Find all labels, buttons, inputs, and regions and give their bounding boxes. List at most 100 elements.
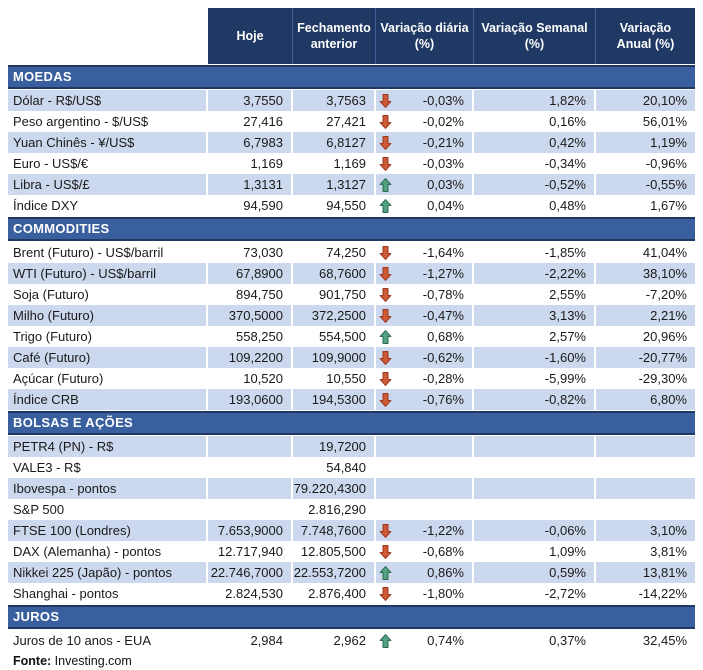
cell-hoje: 73,030 <box>208 242 293 263</box>
cell-hoje: 3,7550 <box>208 90 293 111</box>
cell-hoje: 7.653,9000 <box>208 520 293 541</box>
cell-variacao-semanal <box>474 457 596 478</box>
cell-variacao-semanal: 1,82% <box>474 90 596 111</box>
cell-fechamento-anterior: 1,169 <box>293 153 376 174</box>
cell-variacao-diaria <box>376 436 474 457</box>
cell-hoje <box>208 499 293 520</box>
cell-variacao-semanal <box>474 436 596 457</box>
cell-variacao-diaria: -0,76% <box>376 389 474 410</box>
table-row: Milho (Futuro) 370,5000 372,2500 -0,47% 3,13… <box>8 305 703 326</box>
source-label: Fonte: <box>13 654 52 668</box>
variacao-diaria-value: -1,22% <box>422 523 464 538</box>
row-label: Yuan Chinês - ¥/US$ <box>8 132 208 153</box>
cell-hoje: 558,250 <box>208 326 293 347</box>
table-row: Libra - US$/£ 1,3131 1,3127 0,03% -0,52% -0,5… <box>8 174 703 195</box>
table-row: Dólar - R$/US$ 3,7550 3,7563 -0,03% 1,82% 20,… <box>8 90 703 111</box>
down-arrow-icon <box>379 544 392 559</box>
table-row: Ibovespa - pontos 79.220,4300 <box>8 478 703 499</box>
cell-fechamento-anterior: 22.553,7200 <box>293 562 376 583</box>
column-header-variacao-diaria: Variação diária (%) <box>376 8 474 64</box>
row-label: Peso argentino - $/US$ <box>8 111 208 132</box>
column-header-variacao-anual: Variação Anual (%) <box>596 8 695 64</box>
cell-variacao-diaria: -0,03% <box>376 90 474 111</box>
cell-variacao-diaria: -0,47% <box>376 305 474 326</box>
cell-fechamento-anterior: 1,3127 <box>293 174 376 195</box>
cell-hoje: 22.746,7000 <box>208 562 293 583</box>
cell-variacao-diaria: -0,21% <box>376 132 474 153</box>
cell-variacao-semanal: 0,37% <box>474 630 596 651</box>
table-row: DAX (Alemanha) - pontos 12.717,940 12.805,… <box>8 541 703 562</box>
cell-variacao-diaria: 0,68% <box>376 326 474 347</box>
row-label: FTSE 100 (Londres) <box>8 520 208 541</box>
cell-variacao-semanal: -0,82% <box>474 389 596 410</box>
variacao-diaria-value: -0,28% <box>422 371 464 386</box>
cell-variacao-anual: 13,81% <box>596 562 695 583</box>
row-label: DAX (Alemanha) - pontos <box>8 541 208 562</box>
section-header-moedas: MOEDAS <box>8 65 695 89</box>
table-row: FTSE 100 (Londres) 7.653,9000 7.748,7600 -1… <box>8 520 703 541</box>
cell-variacao-anual: 6,80% <box>596 389 695 410</box>
cell-fechamento-anterior: 3,7563 <box>293 90 376 111</box>
cell-variacao-diaria: -1,64% <box>376 242 474 263</box>
cell-variacao-semanal: -5,99% <box>474 368 596 389</box>
table-row: PETR4 (PN) - R$ 19,7200 <box>8 436 703 457</box>
table-row: Café (Futuro) 109,2200 109,9000 -0,62% -1,60… <box>8 347 703 368</box>
variacao-diaria-value: -1,80% <box>422 586 464 601</box>
cell-variacao-semanal: -1,60% <box>474 347 596 368</box>
cell-variacao-anual: 1,19% <box>596 132 695 153</box>
cell-variacao-anual: 3,10% <box>596 520 695 541</box>
row-label: Dólar - R$/US$ <box>8 90 208 111</box>
column-header-hoje: Hoje <box>208 8 293 64</box>
cell-variacao-diaria: -0,62% <box>376 347 474 368</box>
cell-fechamento-anterior: 6,8127 <box>293 132 376 153</box>
cell-variacao-diaria: -0,03% <box>376 153 474 174</box>
down-arrow-icon <box>379 392 392 407</box>
cell-variacao-semanal: -0,06% <box>474 520 596 541</box>
cell-variacao-anual: 2,21% <box>596 305 695 326</box>
cell-variacao-diaria: -1,27% <box>376 263 474 284</box>
cell-hoje: 6,7983 <box>208 132 293 153</box>
cell-hoje: 2.824,530 <box>208 583 293 604</box>
source-value: Investing.com <box>51 654 132 668</box>
cell-hoje <box>208 478 293 499</box>
row-label: Soja (Futuro) <box>8 284 208 305</box>
cell-variacao-anual: 20,96% <box>596 326 695 347</box>
row-label: PETR4 (PN) - R$ <box>8 436 208 457</box>
row-label: VALE3 - R$ <box>8 457 208 478</box>
down-arrow-icon <box>379 586 392 601</box>
cell-variacao-anual: -7,20% <box>596 284 695 305</box>
cell-fechamento-anterior: 372,2500 <box>293 305 376 326</box>
cell-fechamento-anterior: 74,250 <box>293 242 376 263</box>
variacao-diaria-value: 0,68% <box>427 329 464 344</box>
section-header-bolsas-e-acoes: BOLSAS E AÇÕES <box>8 411 695 435</box>
cell-variacao-anual: 3,81% <box>596 541 695 562</box>
cell-hoje: 894,750 <box>208 284 293 305</box>
variacao-diaria-value: 0,03% <box>427 177 464 192</box>
down-arrow-icon <box>379 135 392 150</box>
cell-fechamento-anterior: 194,5300 <box>293 389 376 410</box>
cell-variacao-semanal: -2,22% <box>474 263 596 284</box>
cell-variacao-anual: 1,67% <box>596 195 695 216</box>
cell-hoje: 94,590 <box>208 195 293 216</box>
table-row: Peso argentino - $/US$ 27,416 27,421 -0,02%… <box>8 111 703 132</box>
variacao-diaria-value: -1,27% <box>422 266 464 281</box>
down-arrow-icon <box>379 114 392 129</box>
variacao-diaria-value: 0,74% <box>427 633 464 648</box>
cell-variacao-semanal <box>474 499 596 520</box>
cell-fechamento-anterior: 109,9000 <box>293 347 376 368</box>
cell-variacao-semanal: -2,72% <box>474 583 596 604</box>
cell-fechamento-anterior: 54,840 <box>293 457 376 478</box>
table-row: Índice DXY 94,590 94,550 0,04% 0,48% 1,67% <box>8 195 703 216</box>
row-label: Milho (Futuro) <box>8 305 208 326</box>
cell-fechamento-anterior: 10,550 <box>293 368 376 389</box>
down-arrow-icon <box>379 156 392 171</box>
cell-variacao-diaria <box>376 478 474 499</box>
cell-variacao-diaria: 0,04% <box>376 195 474 216</box>
cell-hoje: 10,520 <box>208 368 293 389</box>
table-row: Índice CRB 193,0600 194,5300 -0,76% -0,82% 6,… <box>8 389 703 410</box>
cell-variacao-diaria: 0,86% <box>376 562 474 583</box>
cell-variacao-semanal: -0,52% <box>474 174 596 195</box>
cell-fechamento-anterior: 554,500 <box>293 326 376 347</box>
column-header-variacao-semanal: Variação Semanal (%) <box>474 8 596 64</box>
